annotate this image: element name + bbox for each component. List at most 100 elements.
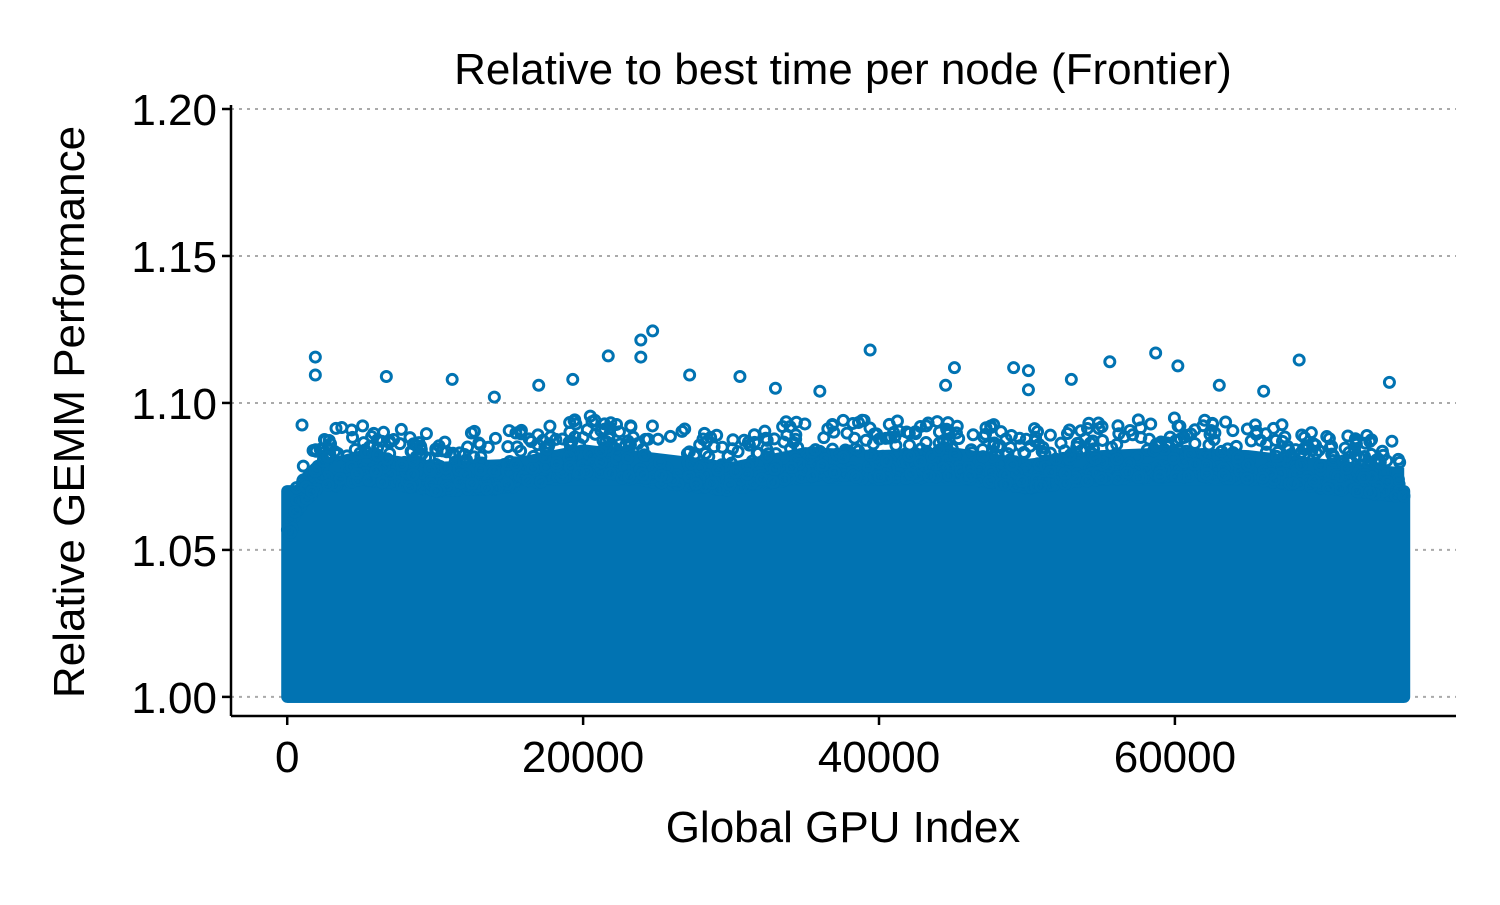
data-point [403,480,417,494]
data-point [922,469,936,483]
data-point [1244,434,1258,448]
outlier-point [813,384,827,398]
data-point [1092,421,1106,435]
outlier-point [295,418,309,432]
data-point [439,461,453,475]
data-point [777,435,791,449]
outlier-point [1149,346,1163,360]
data-point [1226,424,1240,438]
data-point [1391,452,1405,466]
data-point [1094,471,1108,485]
data-point [534,475,548,489]
y-axis-label: Relative GEMM Performance [45,126,94,698]
data-point [563,460,577,474]
data-point [1095,455,1109,469]
data-point [1313,459,1327,473]
data-point [1110,452,1124,466]
data-point [1091,416,1105,430]
data-point [1357,471,1371,485]
y-tick-label: 1.10 [131,380,217,429]
outlier-point [1064,372,1078,386]
data-point [879,471,893,485]
data-point [573,437,587,451]
data-point [457,455,471,469]
data-point [362,473,376,487]
data-point [572,466,586,480]
data-point [635,467,649,481]
outlier-point [939,378,953,392]
data-point [1188,436,1202,450]
data-point [1292,477,1306,491]
outlier-point [634,333,648,347]
data-point [734,480,748,494]
data-point [1131,470,1145,484]
data-point [1259,437,1273,451]
data-point [1001,447,1015,461]
data-point [624,419,638,433]
data-point [729,465,743,479]
data-point [723,478,737,492]
data-point [890,414,904,428]
data-point [474,450,488,464]
outlier-point [1292,353,1306,367]
data-point [900,425,914,439]
data-point [350,467,364,481]
data-point [1095,433,1109,447]
data-point [864,448,878,462]
data-point [1363,485,1377,499]
data-point [1167,452,1181,466]
data-point [1351,485,1365,499]
outlier-point [1382,375,1396,389]
data-point [1259,427,1273,441]
data-point [1100,472,1114,486]
data-point [789,432,803,446]
data-point [1199,458,1213,472]
data-point [1326,448,1340,462]
data-point [1349,434,1363,448]
data-point [994,477,1008,491]
data-point [1029,479,1043,493]
data-point [1202,438,1216,452]
data-point [1078,432,1092,446]
data-point [403,431,417,445]
outlier-point [646,324,660,338]
data-point [603,466,617,480]
outlier-point [308,350,322,364]
data-point [929,470,943,484]
data-point [509,426,523,440]
outlier-point [1021,383,1035,397]
outlier-point [1257,384,1271,398]
data-point [438,435,452,449]
data-point [1150,439,1164,453]
data-point [755,472,769,486]
data-point [645,419,659,433]
outlier-point [532,378,546,392]
data-point [1289,443,1303,457]
data-point [502,424,516,438]
outlier-point [487,390,501,404]
data-point [872,469,886,483]
data-point [1038,447,1052,461]
data-point [1032,458,1046,472]
data-point [1043,428,1057,442]
data-point [406,468,420,482]
data-point [984,421,998,435]
data-point [521,474,535,488]
data-point [288,505,302,519]
data-point [1123,423,1137,437]
data-point [1217,461,1231,475]
data-point [543,419,557,433]
data-point [1070,440,1084,454]
data-point [1111,419,1125,433]
data-point [849,442,863,456]
data-point [825,418,839,432]
data-point [994,425,1008,439]
data-point [1120,466,1134,480]
data-point [423,462,437,476]
data-point [1134,430,1148,444]
y-tick-label: 1.15 [131,233,217,282]
data-point [789,415,803,429]
data-point [936,461,950,475]
data-point [305,485,319,499]
data-point [702,450,716,464]
